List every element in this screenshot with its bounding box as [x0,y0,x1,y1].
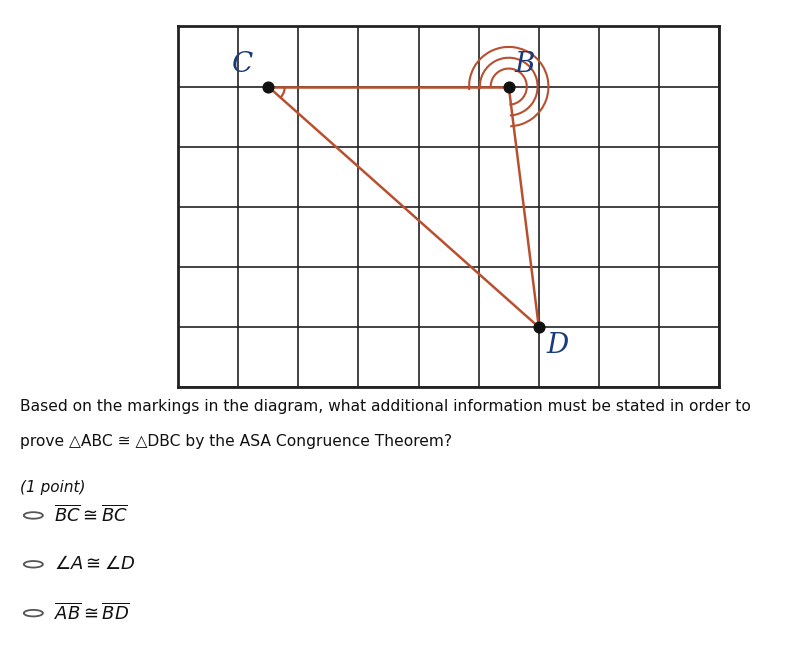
Point [503,81,515,92]
Text: Based on the markings in the diagram, what additional information must be stated: Based on the markings in the diagram, wh… [20,399,750,414]
Text: D: D [546,332,569,359]
Text: $\overline{AB} \cong \overline{BD}$: $\overline{AB} \cong \overline{BD}$ [54,602,130,624]
Text: B: B [515,50,535,77]
Text: $\angle A \cong \angle D$: $\angle A \cong \angle D$ [54,555,136,573]
Text: prove △ABC ≅ △DBC by the ASA Congruence Theorem?: prove △ABC ≅ △DBC by the ASA Congruence … [20,434,452,449]
Point [262,81,275,92]
Text: C: C [232,50,253,77]
Point [533,322,545,332]
Text: (1 point): (1 point) [20,480,85,495]
Text: $\overline{BC} \cong \overline{BC}$: $\overline{BC} \cong \overline{BC}$ [54,505,128,526]
